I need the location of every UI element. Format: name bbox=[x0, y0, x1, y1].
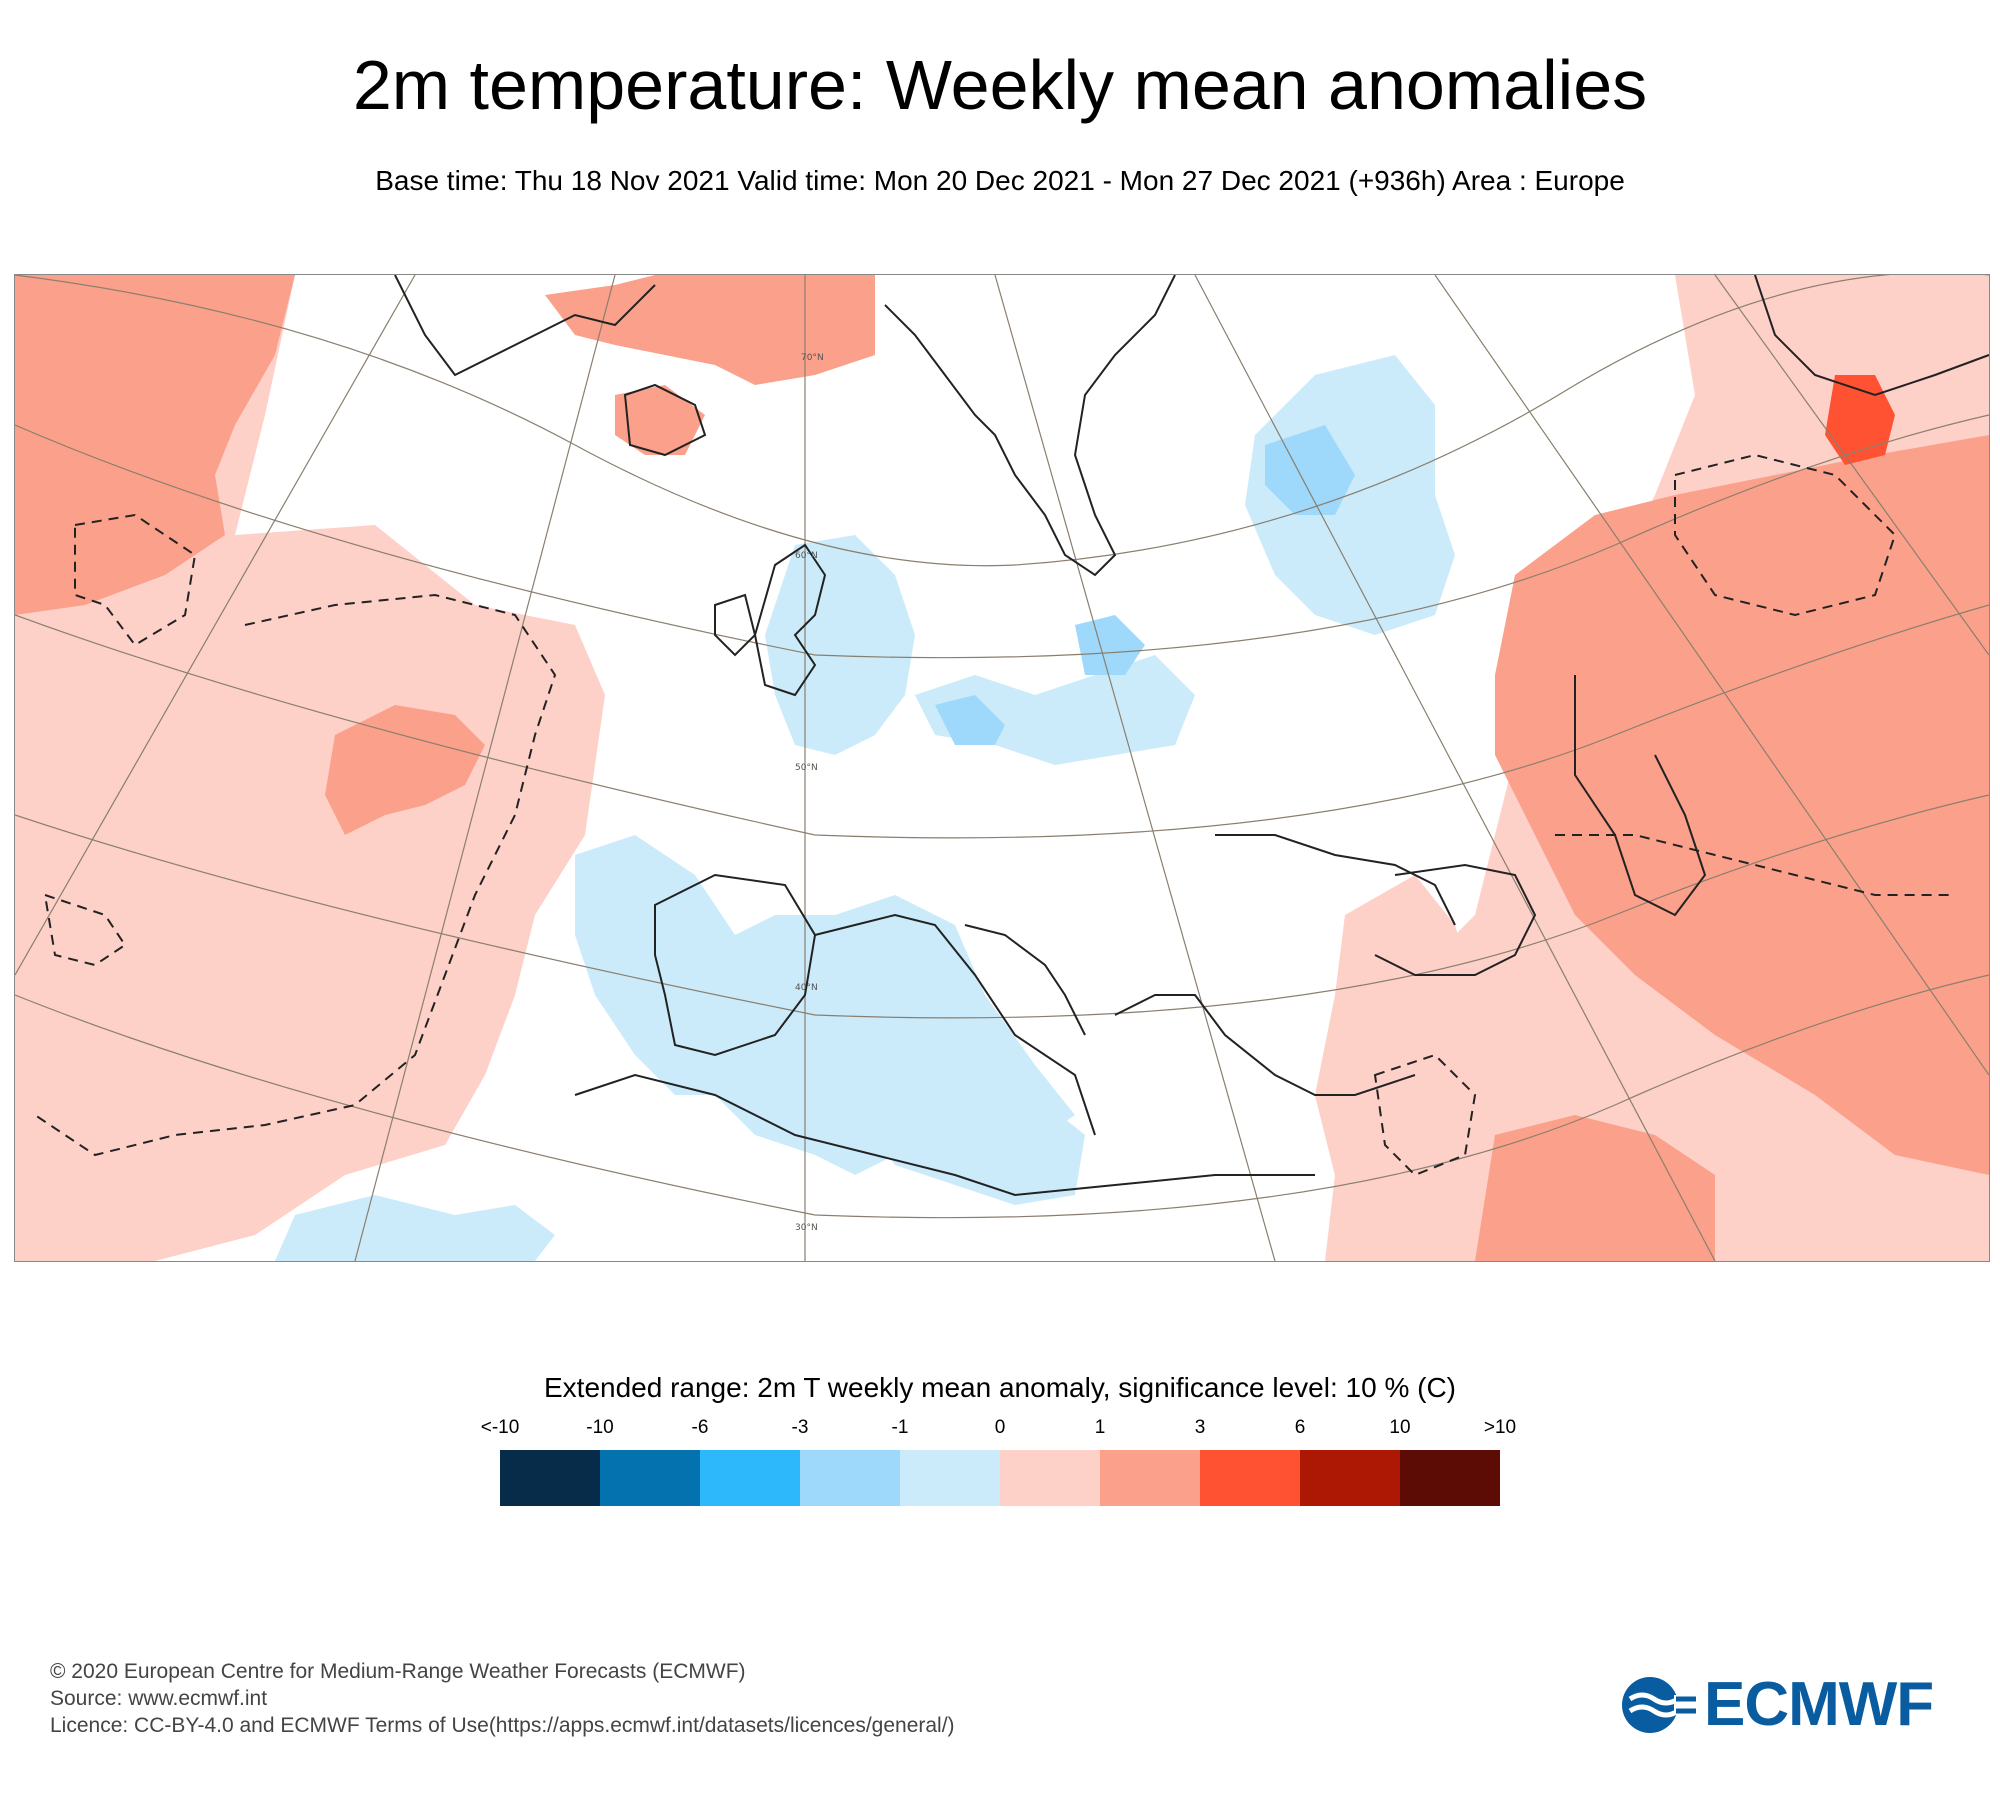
legend-title: Extended range: 2m T weekly mean anomaly… bbox=[543, 1372, 1456, 1403]
anomaly-region-kazakhstan bbox=[1495, 435, 1989, 1175]
footer: © 2020 European Centre for Medium-Range … bbox=[50, 1658, 955, 1739]
anomaly-fills bbox=[15, 275, 1989, 1261]
legend-swatch bbox=[800, 1450, 900, 1506]
footer-copyright: © 2020 European Centre for Medium-Range … bbox=[50, 1660, 746, 1683]
footer-licence: Licence: CC-BY-4.0 and ECMWF Terms of Us… bbox=[50, 1714, 955, 1737]
chart-subtitle: Base time: Thu 18 Nov 2021 Valid time: M… bbox=[375, 165, 1625, 196]
anomaly-region-turkey bbox=[1315, 875, 1475, 1175]
legend-swatch bbox=[1400, 1450, 1500, 1506]
significance-contours bbox=[34, 453, 1955, 1177]
ecmwf-logo-icon bbox=[1622, 1677, 1698, 1733]
legend-tick: 1 bbox=[1094, 1417, 1106, 1438]
legend-swatch bbox=[900, 1450, 1000, 1506]
legend-tick: -1 bbox=[891, 1417, 909, 1438]
anomaly-region-midatlantic-core bbox=[325, 705, 485, 835]
legend-tick: >10 bbox=[1483, 1417, 1517, 1438]
ecmwf-logo-text: ECMWF bbox=[1704, 1670, 1934, 1739]
legend-tick: <-10 bbox=[480, 1417, 520, 1438]
chart-title: 2m temperature: Weekly mean anomalies bbox=[352, 46, 1648, 124]
legend-tick: 0 bbox=[994, 1417, 1006, 1438]
anomaly-region-middle-east bbox=[1475, 1115, 1715, 1261]
latitude-label-40n: 40°N bbox=[795, 983, 818, 993]
coastlines bbox=[394, 275, 1989, 1197]
legend-swatch bbox=[700, 1450, 800, 1506]
latitude-labels: 70°N 60°N 50°N 40°N 30°N bbox=[795, 353, 824, 1233]
anomaly-region-germany-cold bbox=[935, 695, 1005, 745]
anomaly-region-british-isles bbox=[765, 535, 915, 755]
legend-colorbar bbox=[500, 1450, 1500, 1506]
anomaly-region-gulf-bothnia-cold bbox=[1265, 425, 1355, 515]
legend-tick-labels: <-10 -10 -6 -3 -1 0 1 3 6 10 >10 bbox=[0, 1416, 2000, 1440]
graticule bbox=[15, 275, 1989, 1261]
anomaly-region-labrador-sea bbox=[15, 275, 295, 615]
anomaly-region-north-africa-cold bbox=[855, 1055, 1085, 1205]
legend-swatch bbox=[1300, 1450, 1400, 1506]
legend-tick: -10 bbox=[586, 1417, 614, 1438]
latitude-label-50n: 50°N bbox=[795, 763, 818, 773]
legend-swatch bbox=[1000, 1450, 1100, 1506]
legend-tick: -6 bbox=[691, 1417, 709, 1438]
legend-swatch bbox=[1100, 1450, 1200, 1506]
legend-swatch bbox=[1200, 1450, 1300, 1506]
legend-tick: 3 bbox=[1194, 1417, 1206, 1438]
latitude-label-70n: 70°N bbox=[801, 353, 824, 363]
legend-swatch bbox=[600, 1450, 700, 1506]
anomaly-region-iceland bbox=[615, 385, 705, 455]
anomaly-region-baltic-cold bbox=[1075, 615, 1145, 675]
footer-source: Source: www.ecmwf.int bbox=[50, 1687, 268, 1710]
latitude-label-30n: 30°N bbox=[795, 1223, 818, 1233]
anomaly-region-canary-cold bbox=[275, 1195, 555, 1261]
legend-tick: 6 bbox=[1294, 1417, 1306, 1438]
anomaly-region-norwegian-sea bbox=[545, 275, 875, 385]
legend-swatch bbox=[500, 1450, 600, 1506]
latitude-label-60n: 60°N bbox=[795, 551, 818, 561]
legend-tick: 10 bbox=[1389, 1417, 1411, 1438]
anomaly-region-ural-warm bbox=[1825, 375, 1895, 465]
ecmwf-logo: ECMWF bbox=[1620, 1670, 1960, 1740]
map-canvas: 70°N 60°N 50°N 40°N 30°N bbox=[15, 275, 1989, 1261]
legend-tick: -3 bbox=[791, 1417, 809, 1438]
anomaly-map: 70°N 60°N 50°N 40°N 30°N bbox=[14, 274, 1990, 1262]
